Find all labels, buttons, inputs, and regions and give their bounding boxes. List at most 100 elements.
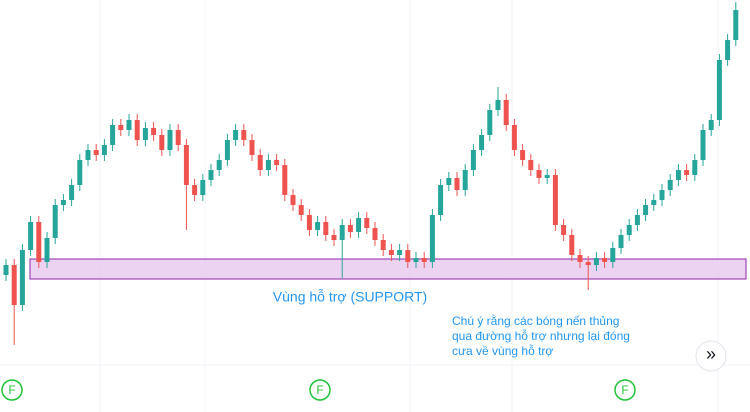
candle-body [405,250,411,262]
candle-body [626,225,632,235]
note-line: qua đường hỗ trợ nhưng lại đóng [452,328,630,343]
candle-body [520,150,526,160]
note-line: cưa về vùng hỗ trợ [452,343,553,358]
candle-body [36,222,42,262]
candle-body [85,150,91,160]
candle-body [44,238,50,262]
support-label: Vùng hỗ trợ (SUPPORT) [273,289,427,305]
candle-body [602,258,608,262]
candle-body [233,130,239,140]
candle-body [265,160,271,170]
candle-body [290,195,296,205]
candle-body [77,160,83,185]
candle-body [159,135,165,150]
candle-body [28,222,34,250]
candle-body [725,40,731,60]
candle-body [323,222,329,235]
event-marker [1,379,23,401]
candle-body [331,235,337,240]
candle-body [69,185,75,200]
candle-body [274,160,280,165]
candle-body [110,125,116,145]
candle-body [167,130,173,150]
candle-body [716,60,722,120]
candle-body [347,225,353,232]
event-marker [614,379,636,401]
candle-body [134,120,140,140]
candle-body [536,170,542,178]
candle-body [298,205,304,215]
candle-body [142,128,148,140]
candle-body [651,200,657,205]
candle-body [315,222,321,230]
candle-body [175,130,181,145]
candle-body [446,178,452,185]
candle-body [11,265,17,305]
candle-body [101,145,107,155]
candle-body [479,135,485,150]
candle-body [684,170,690,175]
candle-body [487,110,493,135]
candle-body [692,160,698,175]
candle-body [224,140,230,160]
candle-body [60,200,66,205]
candle-body [454,178,460,190]
event-marker-label: F [316,383,323,397]
event-marker [309,379,331,401]
candle-body [610,248,616,262]
candle-body [585,262,591,265]
candle-body [380,240,386,250]
candle-body [495,100,501,110]
support-zone [29,258,747,280]
candle-body [52,205,58,238]
candle-body [470,150,476,170]
event-marker-label: F [621,383,628,397]
candle-body [700,130,706,160]
candle-body [397,250,403,255]
candle-body [93,150,99,155]
candle-body [413,258,419,262]
candle-body [19,250,25,305]
candle-body [618,235,624,248]
candle-body [126,120,132,130]
candle-body [356,218,362,232]
candle-body [659,190,665,200]
candle-body [249,140,255,155]
candle-body [667,180,673,190]
candle-body [183,145,189,185]
candle-body [438,185,444,215]
candle-body [503,100,509,125]
candle-body [561,225,567,235]
candle-body [577,255,583,262]
candle-body [364,218,370,228]
candle-body [708,120,714,130]
candle-body [306,215,312,230]
candle-body [118,125,124,130]
note-line: Chú ý rằng các bóng nến thủng [452,313,619,328]
candle-body [200,180,206,195]
candle-body [192,185,198,195]
candle-body [544,175,550,178]
candle-body [643,205,649,215]
candle-body [569,235,575,255]
candle-body [528,160,534,170]
scroll-button-label[interactable]: » [706,344,716,364]
candle-body [675,170,681,180]
candle-body [388,250,394,255]
candle-body [511,125,517,150]
candle-body [372,228,378,240]
scroll-button[interactable] [695,340,727,372]
candle-body [421,258,427,262]
candle-body [552,175,558,225]
candle-body [282,165,288,195]
candle-body [429,215,435,262]
candle-body [216,160,222,170]
candle-body [733,10,739,40]
candle-body [241,130,247,140]
candle-body [151,128,157,135]
candle-body [462,170,468,190]
candle-body [208,170,214,180]
candle-body [257,155,263,170]
